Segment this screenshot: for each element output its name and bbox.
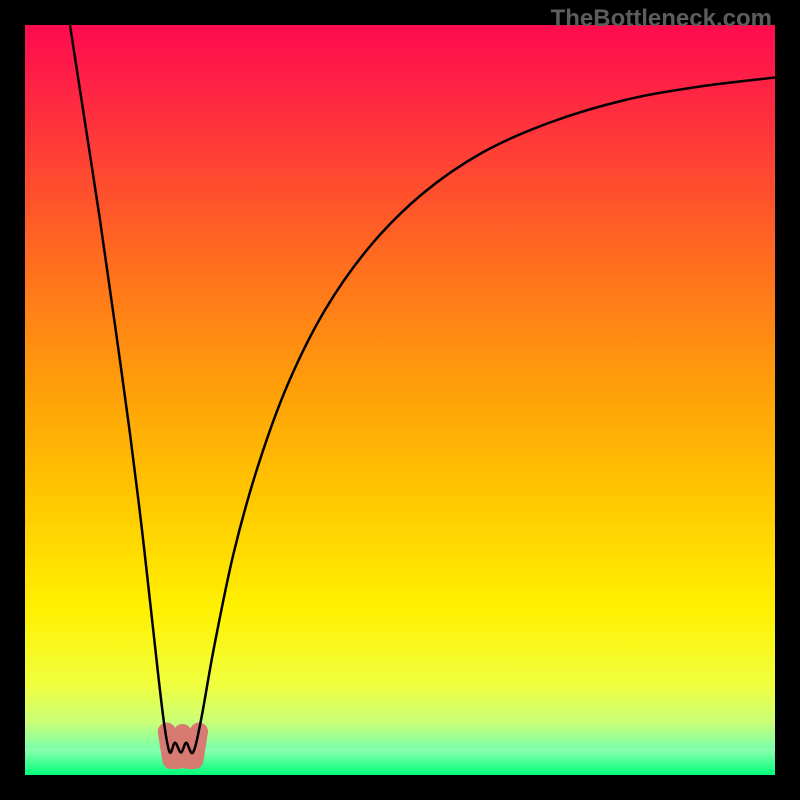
bottleneck-curve: [70, 25, 775, 753]
frame-left: [0, 0, 25, 800]
chart-container: { "chart": { "type": "line-on-gradient",…: [0, 0, 800, 800]
frame-bottom: [0, 775, 800, 800]
plot-area: [25, 25, 775, 775]
frame-right: [775, 0, 800, 800]
curve-layer: [25, 25, 775, 775]
watermark-text: TheBottleneck.com: [551, 5, 772, 33]
